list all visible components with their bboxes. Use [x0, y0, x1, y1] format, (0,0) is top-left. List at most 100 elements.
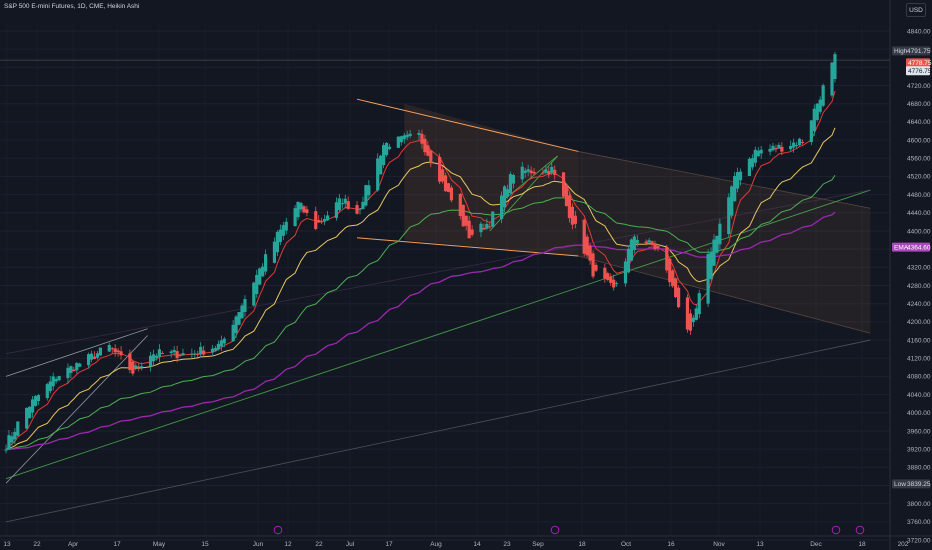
candle-body[interactable] — [553, 169, 557, 175]
candle-body[interactable] — [119, 351, 123, 356]
candle-body[interactable] — [647, 240, 651, 243]
candle-body[interactable] — [258, 268, 262, 285]
candle-body[interactable] — [615, 283, 619, 285]
candle-body[interactable] — [51, 376, 55, 387]
candle-body[interactable] — [656, 246, 660, 248]
candle-body[interactable] — [774, 148, 778, 150]
candle-body[interactable] — [441, 169, 445, 182]
candle-body[interactable] — [691, 317, 695, 323]
candle-body[interactable] — [169, 351, 173, 354]
candle-body[interactable] — [361, 201, 365, 210]
candle-body[interactable] — [408, 133, 412, 137]
candle-body[interactable] — [547, 171, 551, 175]
candle-body[interactable] — [255, 274, 259, 295]
currency-button[interactable]: USD — [906, 3, 926, 17]
candle-body[interactable] — [382, 145, 386, 166]
candle-body[interactable] — [523, 170, 527, 173]
candle-body[interactable] — [219, 340, 223, 347]
candle-body[interactable] — [833, 54, 837, 79]
candle-body[interactable] — [818, 99, 822, 112]
candle-body[interactable] — [116, 350, 120, 353]
candle-body[interactable] — [594, 264, 598, 271]
candle-body[interactable] — [128, 353, 132, 371]
candle-body[interactable] — [95, 353, 100, 358]
candle-body[interactable] — [7, 435, 11, 450]
candle-body[interactable] — [573, 215, 577, 224]
candle-body[interactable] — [199, 346, 203, 355]
candle-body[interactable] — [66, 367, 70, 379]
candle-body[interactable] — [25, 407, 29, 429]
candle-body[interactable] — [243, 299, 247, 312]
candle-body[interactable] — [635, 239, 639, 244]
candle-body[interactable] — [789, 145, 793, 150]
candle-body[interactable] — [697, 293, 701, 315]
candle-body[interactable] — [626, 248, 631, 273]
candle-body[interactable] — [650, 241, 654, 246]
candle-body[interactable] — [275, 231, 279, 253]
candle-body[interactable] — [107, 344, 111, 352]
candle-body[interactable] — [376, 158, 380, 191]
candle-body[interactable] — [718, 223, 722, 245]
candle-body[interactable] — [131, 361, 135, 374]
candle-body[interactable] — [154, 355, 159, 358]
candle-body[interactable] — [715, 235, 719, 253]
candle-body[interactable] — [314, 211, 318, 229]
candle-body[interactable] — [671, 270, 675, 287]
candle-body[interactable] — [821, 85, 825, 106]
candle-body[interactable] — [30, 399, 35, 413]
candle-body[interactable] — [78, 363, 82, 367]
candle-body[interactable] — [16, 421, 20, 436]
candle-body[interactable] — [325, 215, 330, 221]
candle-body[interactable] — [151, 354, 156, 362]
candle-body[interactable] — [730, 186, 734, 216]
symbol-title[interactable]: S&P 500 E-mini Futures, 1D, CME, Heikin … — [4, 3, 140, 10]
candle-body[interactable] — [423, 138, 427, 153]
candle-body[interactable] — [797, 138, 802, 146]
candle-body[interactable] — [488, 226, 492, 228]
candle-body[interactable] — [387, 146, 392, 149]
candle-body[interactable] — [612, 279, 616, 288]
candle-body[interactable] — [240, 305, 244, 319]
candle-body[interactable] — [623, 261, 628, 284]
candle-body[interactable] — [500, 195, 504, 220]
candle-body[interactable] — [98, 347, 102, 356]
candle-body[interactable] — [688, 313, 692, 331]
candle-body[interactable] — [674, 278, 678, 298]
channel-upper-ext[interactable] — [578, 151, 871, 209]
candle-body[interactable] — [747, 158, 751, 176]
candle-body[interactable] — [320, 221, 324, 223]
candle-body[interactable] — [429, 150, 433, 164]
candle-body[interactable] — [196, 353, 200, 355]
candle-body[interactable] — [358, 208, 362, 210]
candle-body[interactable] — [541, 172, 545, 174]
candle-body[interactable] — [665, 247, 669, 271]
candle-body[interactable] — [668, 258, 672, 283]
event-marker-icon[interactable] — [550, 525, 560, 535]
candle-body[interactable] — [302, 206, 306, 213]
candle-body[interactable] — [470, 229, 474, 235]
trend-line-faint[interactable] — [5, 189, 871, 355]
candle-body[interactable] — [750, 158, 754, 168]
candle-body[interactable] — [48, 381, 52, 392]
candle-body[interactable] — [384, 142, 389, 156]
candle-body[interactable] — [464, 215, 468, 226]
candle-body[interactable] — [550, 166, 554, 173]
wedge-lower-line[interactable] — [5, 335, 148, 484]
candle-body[interactable] — [367, 185, 371, 196]
candle-body[interactable] — [482, 227, 486, 230]
candle-body[interactable] — [178, 354, 182, 356]
candle-body[interactable] — [396, 136, 400, 148]
candle-body[interactable] — [405, 134, 409, 138]
candle-body[interactable] — [582, 219, 586, 254]
candle-body[interactable] — [526, 169, 530, 172]
candle-body[interactable] — [343, 198, 347, 204]
candle-body[interactable] — [57, 376, 61, 381]
candle-body[interactable] — [237, 312, 241, 325]
candle-body[interactable] — [458, 193, 462, 217]
candle-body[interactable] — [157, 349, 161, 357]
candle-body[interactable] — [753, 149, 757, 163]
candle-body[interactable] — [216, 343, 220, 350]
candle-body[interactable] — [296, 201, 300, 218]
candle-body[interactable] — [181, 353, 185, 356]
